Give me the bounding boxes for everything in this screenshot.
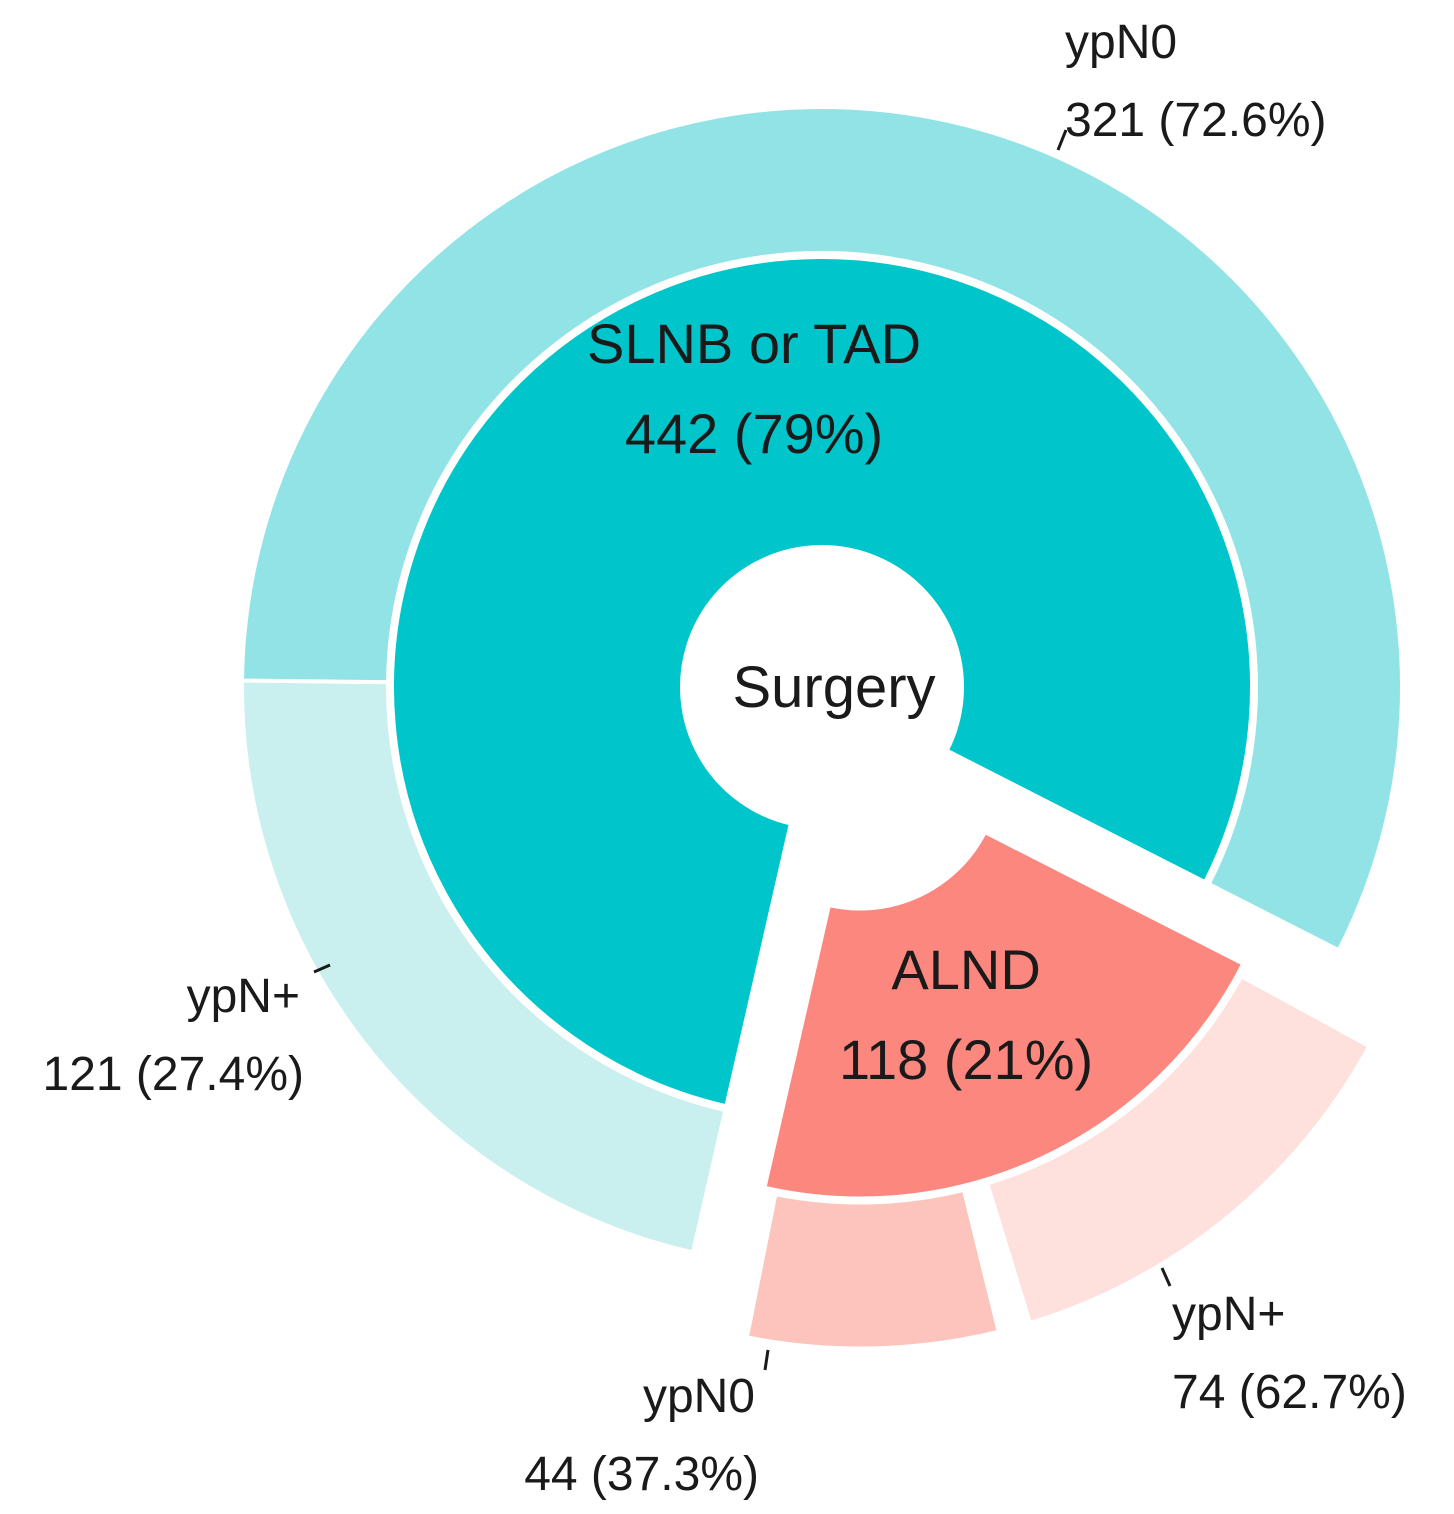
inner-segment-slnb-or-tad <box>390 255 1254 1109</box>
outer-label-slnb-or-tad-ypn0: ypN0 <box>1065 16 1177 69</box>
leader-line-slnb-or-tad-ypnpos <box>313 963 331 974</box>
center-hole <box>684 549 960 825</box>
outer-value-alnd-ypn0: 44 (37.3%) <box>524 1448 759 1501</box>
leader-line-alnd-ypn0 <box>763 1349 770 1371</box>
inner-label-alnd: ALND <box>891 938 1040 1001</box>
inner-label-slnb-or-tad: SLNB or TAD <box>587 312 921 375</box>
inner-value-alnd: 118 (21%) <box>839 1028 1093 1091</box>
center-label: Surgery <box>732 655 935 720</box>
inner-segment-alnd <box>762 829 1246 1201</box>
outer-segment-slnb-or-tad-ypn0 <box>240 105 1404 954</box>
outer-label-alnd-ypnpos: ypN+ <box>1172 1288 1285 1341</box>
outer-segment-alnd-ypnpos <box>984 973 1373 1326</box>
outer-segment-slnb-or-tad-ypnpos <box>240 678 728 1255</box>
outer-label-slnb-or-tad-ypnpos: ypN+ <box>187 970 300 1023</box>
leader-line-alnd-ypnpos <box>1160 1267 1172 1287</box>
outer-segment-alnd-ypn0 <box>744 1187 1002 1351</box>
outer-value-alnd-ypnpos: 74 (62.7%) <box>1172 1366 1407 1419</box>
leader-line-slnb-or-tad-ypn0 <box>1056 129 1068 151</box>
inner-value-slnb-or-tad: 442 (79%) <box>625 402 883 465</box>
outer-value-slnb-or-tad-ypnpos: 121 (27.4%) <box>43 1048 305 1101</box>
outer-value-slnb-or-tad-ypn0: 321 (72.6%) <box>1065 94 1327 147</box>
outer-label-alnd-ypn0: ypN0 <box>643 1370 755 1423</box>
